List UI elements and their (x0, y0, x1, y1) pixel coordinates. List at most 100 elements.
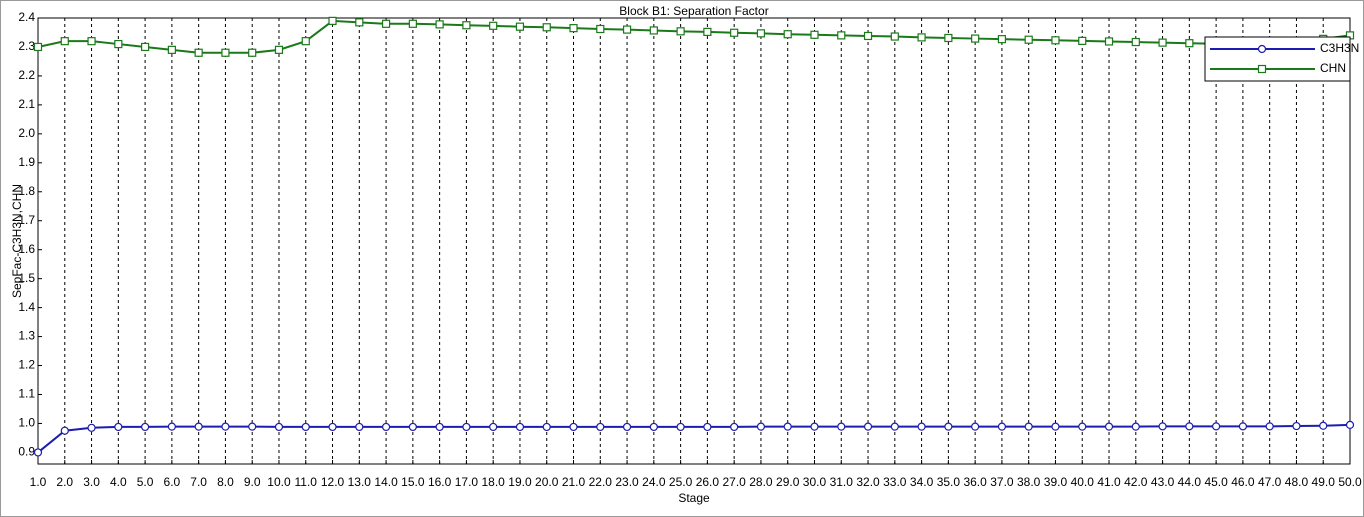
data-point (1158, 422, 1167, 431)
data-point (971, 34, 980, 43)
data-point (703, 27, 712, 37)
x-tick-label: 41.0 (1097, 475, 1121, 489)
x-tick-label: 34.0 (910, 475, 934, 489)
x-tick-label: 11.0 (295, 475, 318, 489)
data-point (462, 422, 471, 432)
x-tick-label: 42.0 (1124, 475, 1148, 489)
x-tick-label: 33.0 (883, 475, 907, 489)
x-tick-label: 14.0 (374, 475, 398, 489)
y-tick-label: 2.1 (18, 97, 35, 111)
x-tick-label: 30.0 (803, 475, 827, 489)
data-point (1345, 420, 1355, 430)
data-point (141, 42, 150, 52)
x-tick-label: 32.0 (856, 475, 880, 489)
data-point (221, 48, 230, 57)
x-tick-label: 26.0 (696, 475, 720, 489)
y-tick-label: 1.4 (18, 300, 35, 314)
x-tick-label: 25.0 (669, 475, 693, 489)
y-tick-label: 2.4 (18, 10, 35, 24)
data-point (381, 19, 391, 28)
x-tick-label: 35.0 (937, 475, 961, 489)
legend-box (1204, 36, 1351, 82)
data-point (1078, 36, 1087, 45)
data-point (1292, 421, 1301, 431)
x-tick-label: 28.0 (749, 475, 773, 489)
y-tick-label: 2.3 (18, 39, 35, 53)
data-point (435, 422, 444, 432)
x-axis-label: Stage (678, 491, 710, 505)
data-point (87, 37, 96, 46)
data-point (1104, 422, 1114, 431)
x-tick-label: 49.0 (1312, 475, 1336, 489)
data-point (1024, 35, 1033, 44)
legend-label: CHN (1320, 61, 1346, 75)
y-tick-label: 1.9 (18, 155, 35, 169)
x-tick-label: 36.0 (963, 475, 987, 489)
chart-title: Block B1: Separation Factor (619, 4, 768, 18)
data-point (810, 30, 819, 39)
x-tick-label: 6.0 (164, 475, 181, 489)
data-point (194, 48, 203, 57)
data-point (489, 21, 498, 30)
x-tick-label: 4.0 (110, 475, 127, 489)
data-point (622, 422, 632, 432)
data-point (944, 422, 953, 431)
data-point (1238, 422, 1247, 431)
x-tick-label: 44.0 (1178, 475, 1202, 489)
data-point (1131, 37, 1140, 47)
x-tick-label: 29.0 (776, 475, 800, 489)
x-tick-label: 46.0 (1231, 475, 1255, 489)
data-point (1319, 421, 1328, 430)
data-point (1212, 422, 1221, 431)
y-tick-label: 1.2 (18, 358, 35, 372)
data-point (1104, 37, 1114, 46)
data-point (1051, 422, 1060, 431)
data-point (33, 42, 43, 52)
y-axis-label: SepFac-C3H3N,CHN (10, 184, 24, 298)
x-tick-label: 37.0 (990, 475, 1014, 489)
x-tick-label: 19.0 (508, 475, 532, 489)
data-point (944, 33, 953, 43)
data-point (863, 31, 873, 41)
data-point (33, 448, 43, 457)
x-tick-label: 1.0 (30, 475, 47, 489)
data-point (676, 27, 685, 36)
data-point (60, 426, 69, 435)
data-point (971, 422, 980, 431)
x-tick-label: 43.0 (1151, 475, 1175, 489)
data-point (167, 45, 176, 54)
data-point (649, 422, 658, 432)
data-point (1024, 422, 1033, 431)
x-tick-label: 39.0 (1044, 475, 1068, 489)
data-point (515, 422, 525, 432)
data-point (435, 20, 444, 29)
data-point (381, 422, 391, 432)
data-point (194, 422, 203, 431)
legend-marker (1257, 44, 1267, 54)
y-tick-label: 1.1 (18, 387, 35, 401)
x-tick-label: 18.0 (482, 475, 506, 489)
x-tick-label: 5.0 (137, 475, 154, 489)
x-tick-label: 50.0 (1338, 475, 1362, 489)
x-tick-label: 47.0 (1258, 475, 1282, 489)
legend-label: C3H3N (1320, 41, 1359, 55)
data-point (783, 422, 792, 431)
y-tick-label: 2.2 (18, 68, 35, 82)
x-tick-label: 31.0 (830, 475, 854, 489)
data-point (703, 422, 712, 432)
data-point (837, 422, 846, 431)
data-point (114, 422, 123, 432)
data-point (542, 422, 551, 432)
data-point (810, 422, 819, 431)
series-line (37, 19, 1351, 54)
data-point (1078, 422, 1087, 431)
data-point (1185, 422, 1194, 431)
x-tick-label: 23.0 (615, 475, 639, 489)
data-point (1185, 39, 1194, 48)
data-point (1131, 422, 1140, 431)
x-tick-label: 2.0 (56, 475, 73, 489)
x-tick-label: 22.0 (589, 475, 613, 489)
data-point (408, 19, 417, 28)
